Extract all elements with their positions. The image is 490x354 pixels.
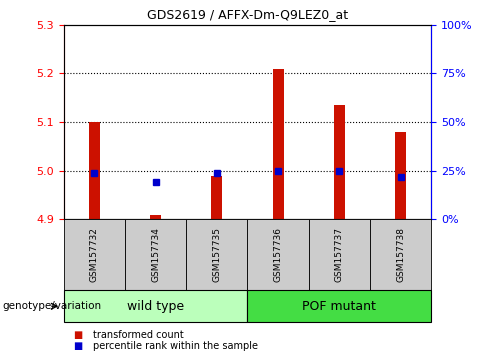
Bar (395, 132, 406, 219)
Bar (334, 105, 345, 219)
Text: ■: ■ (74, 330, 86, 339)
Bar (89, 122, 100, 219)
Text: GSM157736: GSM157736 (273, 227, 283, 282)
Text: percentile rank within the sample: percentile rank within the sample (93, 341, 258, 351)
Text: genotype/variation: genotype/variation (2, 301, 101, 311)
Bar (64, 219, 125, 290)
Text: ■: ■ (74, 341, 86, 351)
Text: POF mutant: POF mutant (302, 300, 376, 313)
Text: GSM157732: GSM157732 (90, 227, 99, 282)
Bar (247, 219, 309, 290)
Bar (370, 219, 431, 290)
Bar (150, 215, 161, 219)
Text: GSM157738: GSM157738 (396, 227, 405, 282)
Text: wild type: wild type (127, 300, 184, 313)
Title: GDS2619 / AFFX-Dm-Q9LEZ0_at: GDS2619 / AFFX-Dm-Q9LEZ0_at (147, 8, 348, 21)
Bar (186, 219, 247, 290)
Bar (125, 219, 186, 290)
Bar (309, 219, 370, 290)
Text: GSM157735: GSM157735 (212, 227, 221, 282)
Text: GSM157737: GSM157737 (335, 227, 344, 282)
Text: transformed count: transformed count (93, 330, 184, 339)
Bar (272, 69, 284, 219)
Bar (211, 176, 222, 219)
Text: GSM157734: GSM157734 (151, 227, 160, 282)
Bar (64, 290, 247, 322)
Bar (247, 290, 431, 322)
